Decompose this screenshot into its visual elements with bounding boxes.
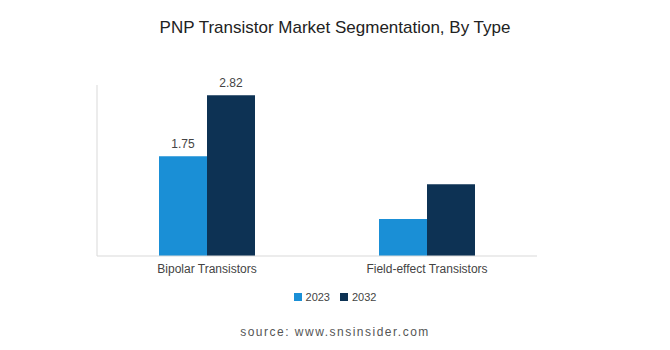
html-text:2023: 2023	[305, 291, 330, 303]
html-text:source: www.snsinsider.com: source: www.snsinsider.com	[240, 325, 430, 339]
html-text:2032: 2032	[352, 291, 377, 303]
svg-text:Bipolar Transistors: Bipolar Transistors	[157, 262, 256, 276]
html-text:PNP Transistor Market Segmenta: PNP Transistor Market Segmentation, By T…	[159, 18, 511, 37]
svg-text:1.75: 1.75	[171, 137, 195, 151]
svg-text:2.82: 2.82	[219, 76, 243, 90]
svg-text:Field-effect Transistors: Field-effect Transistors	[366, 262, 487, 276]
